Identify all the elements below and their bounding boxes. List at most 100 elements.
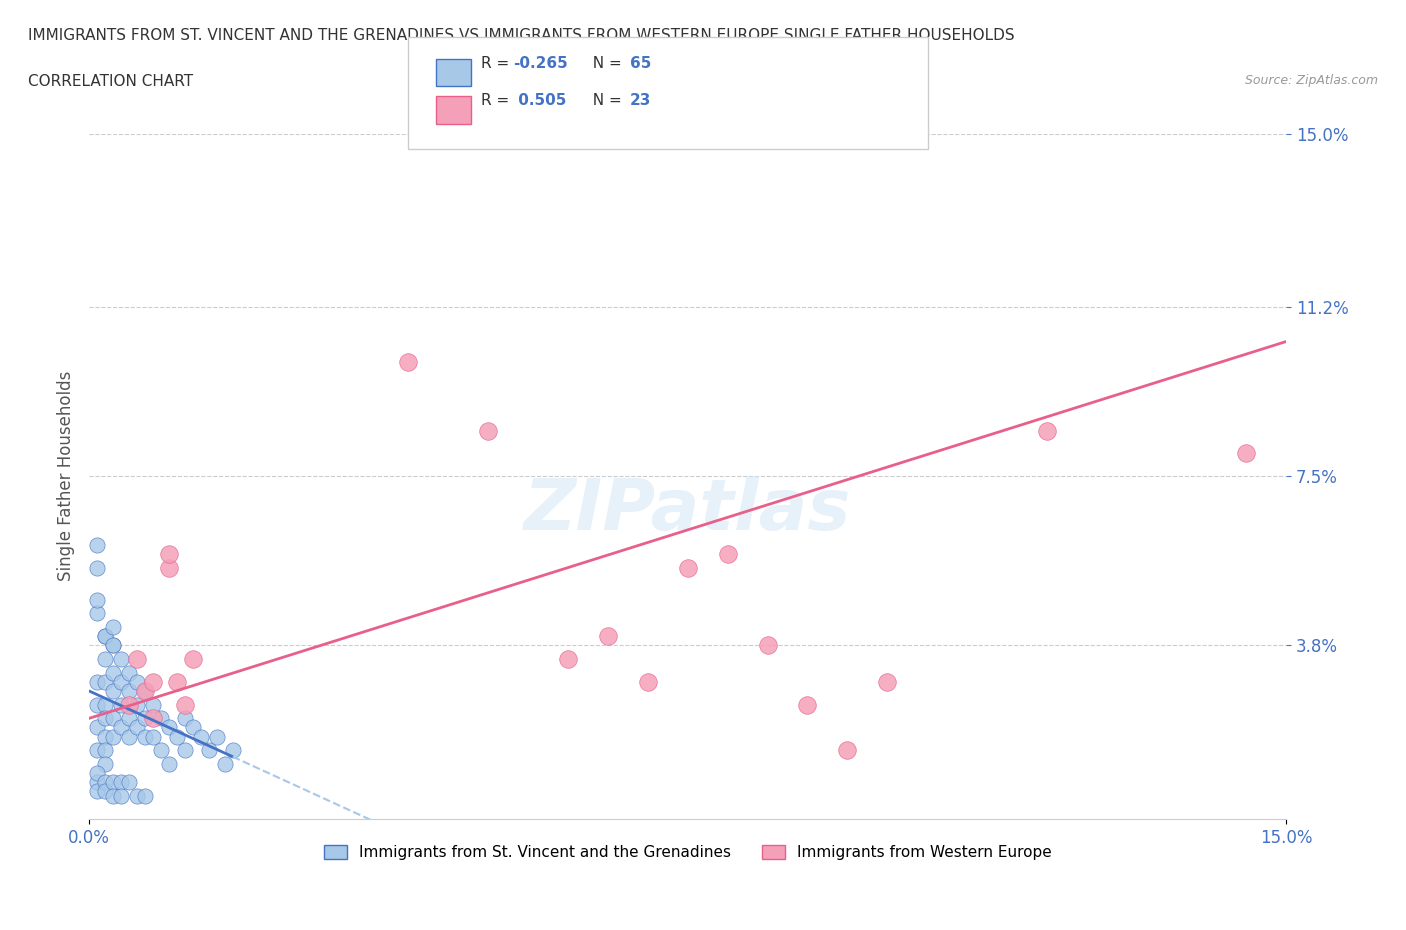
Point [101,638,124,653]
Point [86,698,108,712]
Point [157,720,180,735]
Point [110,674,132,689]
Point [1236,446,1258,461]
Point [101,684,124,698]
Text: R =: R = [481,56,515,71]
Point [101,711,124,725]
Point [596,629,619,644]
Point [94,652,117,667]
Text: Source: ZipAtlas.com: Source: ZipAtlas.com [1244,74,1378,87]
Point [86,605,108,620]
Y-axis label: Single Father Households: Single Father Households [58,371,75,581]
Point [94,674,117,689]
Point [101,729,124,744]
Point [1036,423,1059,438]
Point [142,711,165,725]
Point [94,743,117,758]
Text: CORRELATION CHART: CORRELATION CHART [28,74,193,89]
Point [173,711,195,725]
Point [166,674,188,689]
Point [86,765,108,780]
Point [557,652,579,667]
Point [676,560,699,575]
Point [142,698,165,712]
Point [118,711,141,725]
Point [94,775,117,790]
Point [142,729,165,744]
Point [134,711,156,725]
Point [118,684,141,698]
Point [118,665,141,680]
Point [134,789,156,804]
Text: 0.505: 0.505 [513,93,567,108]
Point [118,698,141,712]
Point [101,789,124,804]
Point [181,720,204,735]
Point [101,665,124,680]
Point [86,720,108,735]
Text: 65: 65 [630,56,651,71]
Point [110,789,132,804]
Point [118,775,141,790]
Point [94,784,117,799]
Point [190,729,212,744]
Point [125,789,148,804]
Point [134,684,156,698]
Legend: Immigrants from St. Vincent and the Grenadines, Immigrants from Western Europe: Immigrants from St. Vincent and the Gren… [318,839,1057,866]
Point [214,757,236,772]
Point [222,743,245,758]
Point [101,638,124,653]
Text: N =: N = [583,56,627,71]
Point [86,674,108,689]
Point [837,743,859,758]
Point [125,698,148,712]
Point [149,711,172,725]
Point [86,743,108,758]
Point [86,538,108,552]
Point [796,698,818,712]
Point [149,743,172,758]
Point [637,674,659,689]
Text: N =: N = [583,93,627,108]
Point [477,423,499,438]
Text: -0.265: -0.265 [513,56,568,71]
Point [86,784,108,799]
Text: IMMIGRANTS FROM ST. VINCENT AND THE GRENADINES VS IMMIGRANTS FROM WESTERN EUROPE: IMMIGRANTS FROM ST. VINCENT AND THE GREN… [28,28,1015,43]
Point [173,743,195,758]
Point [118,729,141,744]
Point [157,547,180,562]
Text: 23: 23 [630,93,651,108]
Point [94,729,117,744]
Point [717,547,740,562]
Text: ZIPatlas: ZIPatlas [524,476,852,545]
Point [86,560,108,575]
Point [94,629,117,644]
Point [198,743,221,758]
Point [94,711,117,725]
Point [205,729,228,744]
Point [125,652,148,667]
Point [134,684,156,698]
Point [101,775,124,790]
Point [110,698,132,712]
Point [157,560,180,575]
Point [756,638,779,653]
Point [134,729,156,744]
Point [101,619,124,634]
Point [396,354,419,369]
Point [110,775,132,790]
Point [125,720,148,735]
Point [157,757,180,772]
Point [94,698,117,712]
Point [876,674,898,689]
Point [166,729,188,744]
Point [173,698,195,712]
Point [125,674,148,689]
Text: R =: R = [481,93,515,108]
Point [86,592,108,607]
Point [94,757,117,772]
Point [142,674,165,689]
Point [110,652,132,667]
Point [86,775,108,790]
Point [181,652,204,667]
